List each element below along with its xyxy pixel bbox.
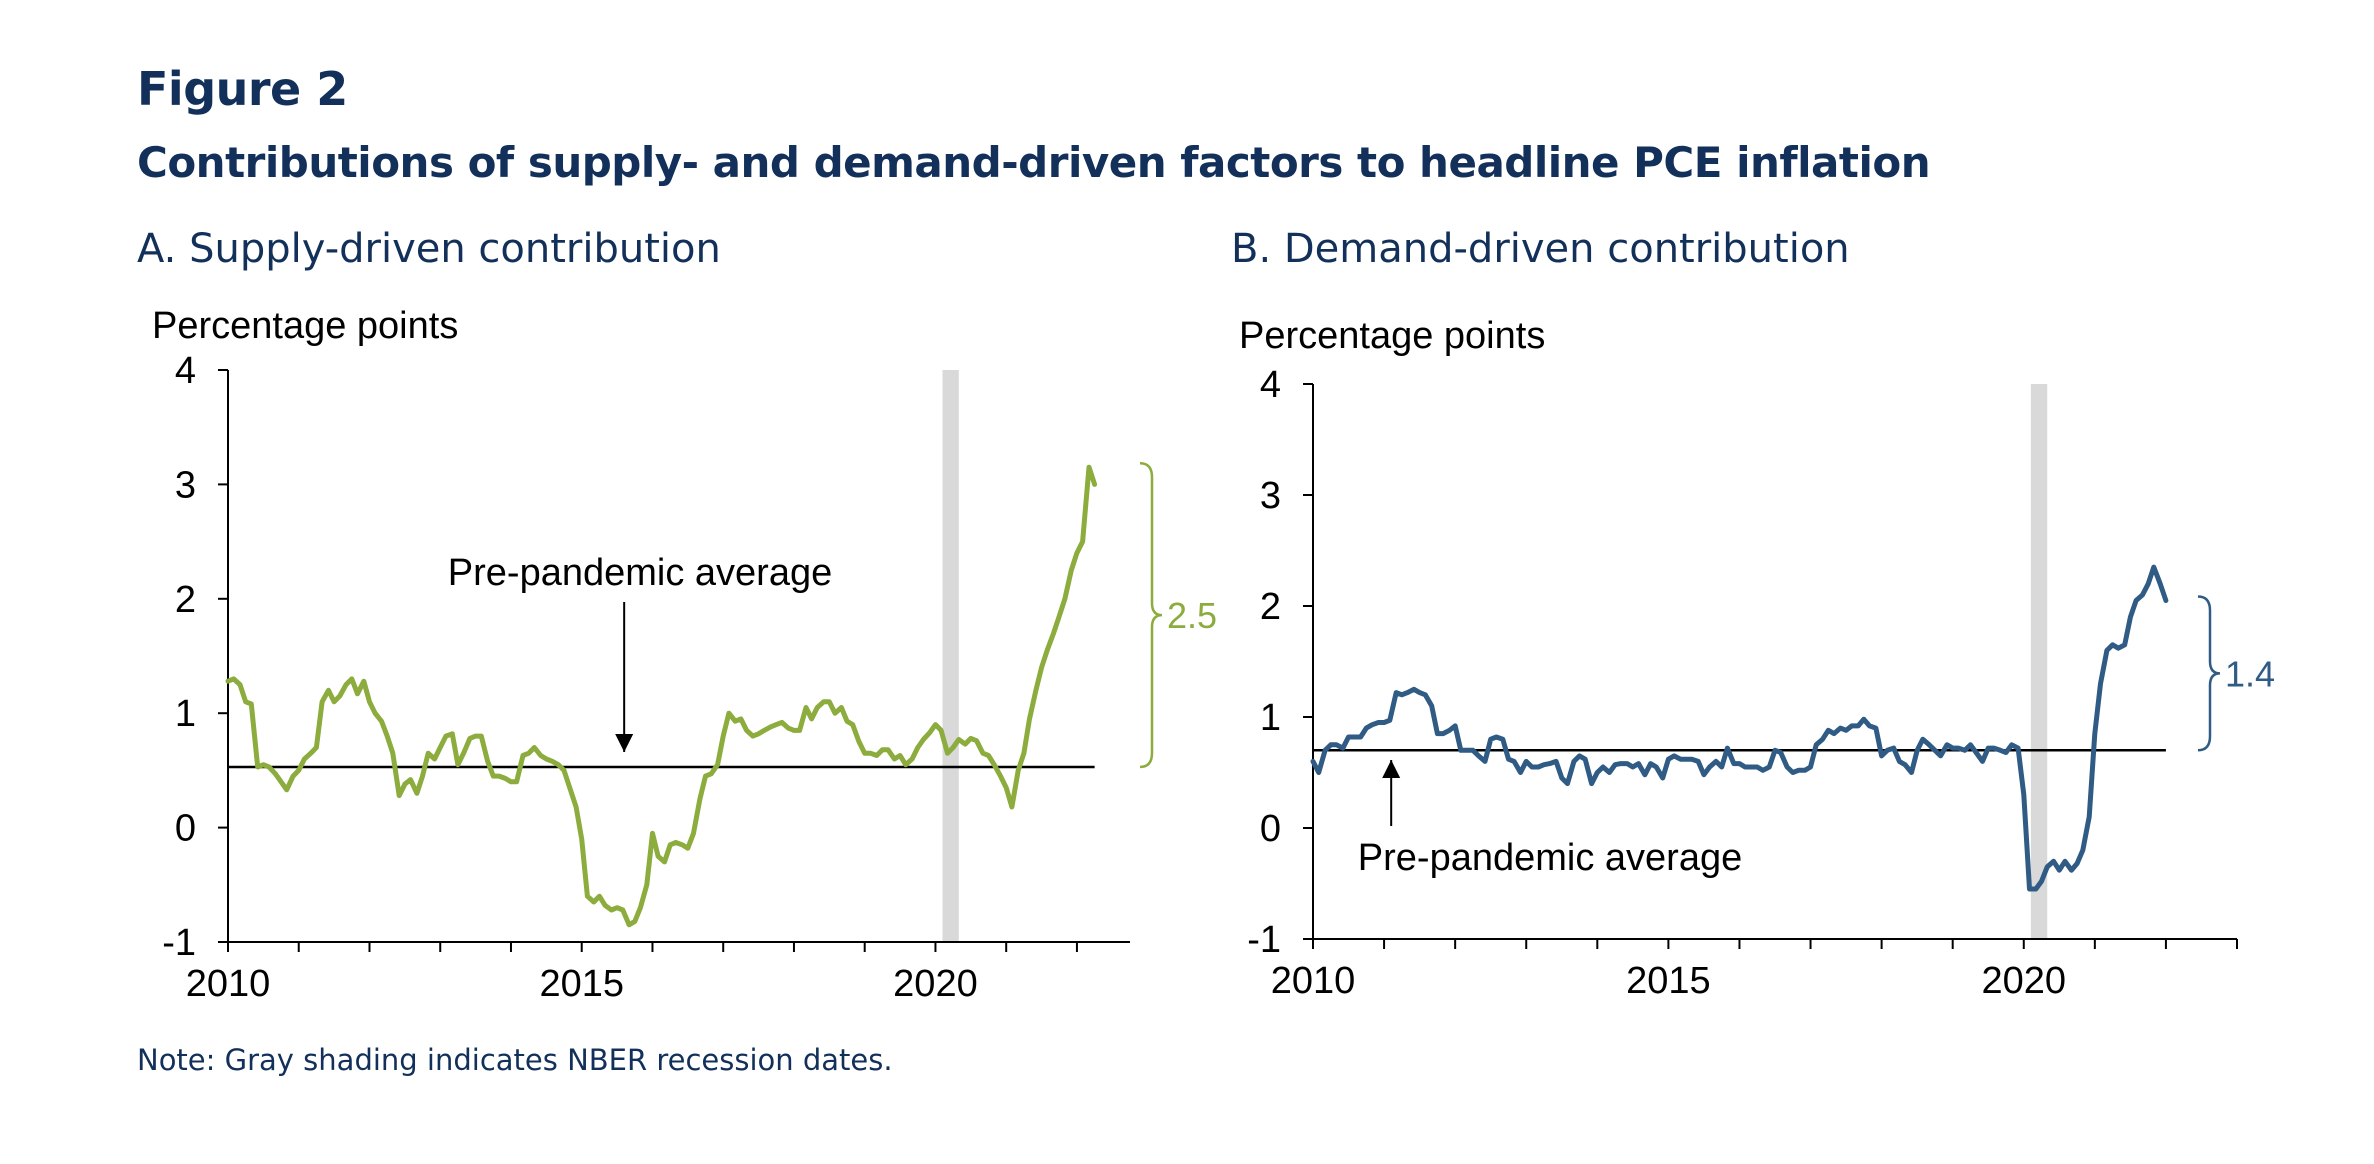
x-tick-label: 2010	[1271, 960, 1356, 1002]
figure-title: Contributions of supply- and demand-driv…	[137, 138, 1931, 187]
average-annotation-label: Pre-pandemic average	[1358, 837, 1742, 879]
gap-brace	[2197, 595, 2221, 752]
y-tick-label: 4	[175, 350, 196, 392]
panel-a-title: A. Supply-driven contribution	[137, 226, 721, 272]
x-tick-label: 2010	[186, 963, 271, 1005]
x-tick-label: 2020	[893, 963, 978, 1005]
panel-b-title: B. Demand-driven contribution	[1231, 226, 1850, 272]
figure-label: Figure 2	[137, 62, 348, 116]
y-axis-label: Percentage points	[152, 305, 458, 347]
y-tick-label: 1	[1260, 697, 1281, 739]
y-tick-label: 0	[175, 808, 196, 850]
recession-shading	[2030, 384, 2048, 939]
footnote: Note: Gray shading indicates NBER recess…	[137, 1043, 893, 1077]
y-tick-label: 1	[175, 693, 196, 735]
y-tick-label: -1	[1247, 919, 1281, 961]
average-annotation-label: Pre-pandemic average	[448, 552, 832, 594]
x-tick-label: 2020	[1981, 960, 2066, 1002]
y-tick-label: 0	[1260, 808, 1281, 850]
y-tick-label: -1	[162, 922, 196, 964]
y-tick-label: 2	[1260, 586, 1281, 628]
y-axis-label: Percentage points	[1239, 315, 1545, 357]
gap-label: 2.5	[1167, 595, 1217, 636]
gap-label: 1.4	[2225, 653, 2275, 694]
gap-brace	[1139, 461, 1163, 769]
y-tick-label: 3	[1260, 475, 1281, 517]
x-tick-label: 2015	[1626, 960, 1711, 1002]
average-annotation-arrowhead	[615, 734, 634, 752]
series-line	[1310, 564, 2169, 892]
x-tick-label: 2015	[539, 963, 624, 1005]
y-tick-label: 2	[175, 579, 196, 621]
y-tick-label: 3	[175, 464, 196, 506]
average-annotation-arrowhead	[1382, 760, 1401, 778]
y-tick-label: 4	[1260, 364, 1281, 406]
series-line	[225, 464, 1098, 928]
recession-shading	[942, 370, 959, 942]
